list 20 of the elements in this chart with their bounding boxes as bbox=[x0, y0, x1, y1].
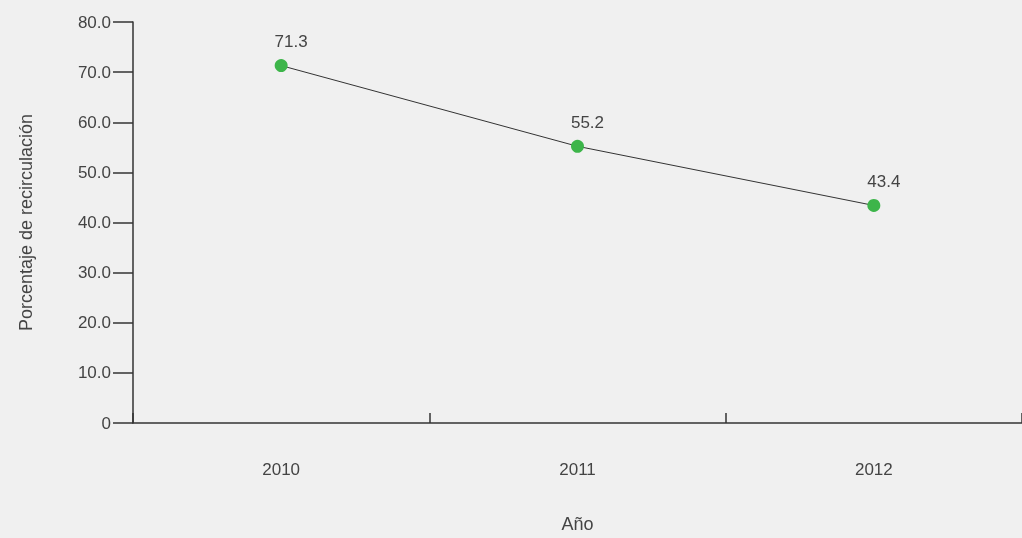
y-tick-label: 30.0 bbox=[77, 263, 111, 283]
y-tick-label: 50.0 bbox=[77, 162, 111, 182]
y-tick-label: 60.0 bbox=[77, 112, 111, 132]
data-label: 71.3 bbox=[274, 32, 308, 52]
x-tick-label: 2012 bbox=[854, 460, 893, 479]
x-axis-title: Año bbox=[561, 514, 594, 534]
point bbox=[571, 139, 584, 153]
y-tick-label: 0 bbox=[101, 413, 111, 433]
x-tick-label: 2011 bbox=[559, 460, 596, 479]
point bbox=[867, 198, 881, 212]
y-tick-label: 70.0 bbox=[77, 62, 111, 82]
y-tick-label: 80.0 bbox=[77, 12, 111, 32]
x-tick-label: 2010 bbox=[262, 460, 301, 479]
y-tick-label: 40.0 bbox=[77, 213, 111, 232]
data-label: 43.4 bbox=[867, 171, 901, 191]
y-axis-title: Porcentaje de recirculación bbox=[16, 113, 36, 332]
y-tick-label: 20.0 bbox=[77, 313, 111, 333]
y-tick-label: 10.0 bbox=[77, 363, 111, 383]
data-label: 55.2 bbox=[570, 112, 605, 132]
point bbox=[274, 59, 288, 73]
